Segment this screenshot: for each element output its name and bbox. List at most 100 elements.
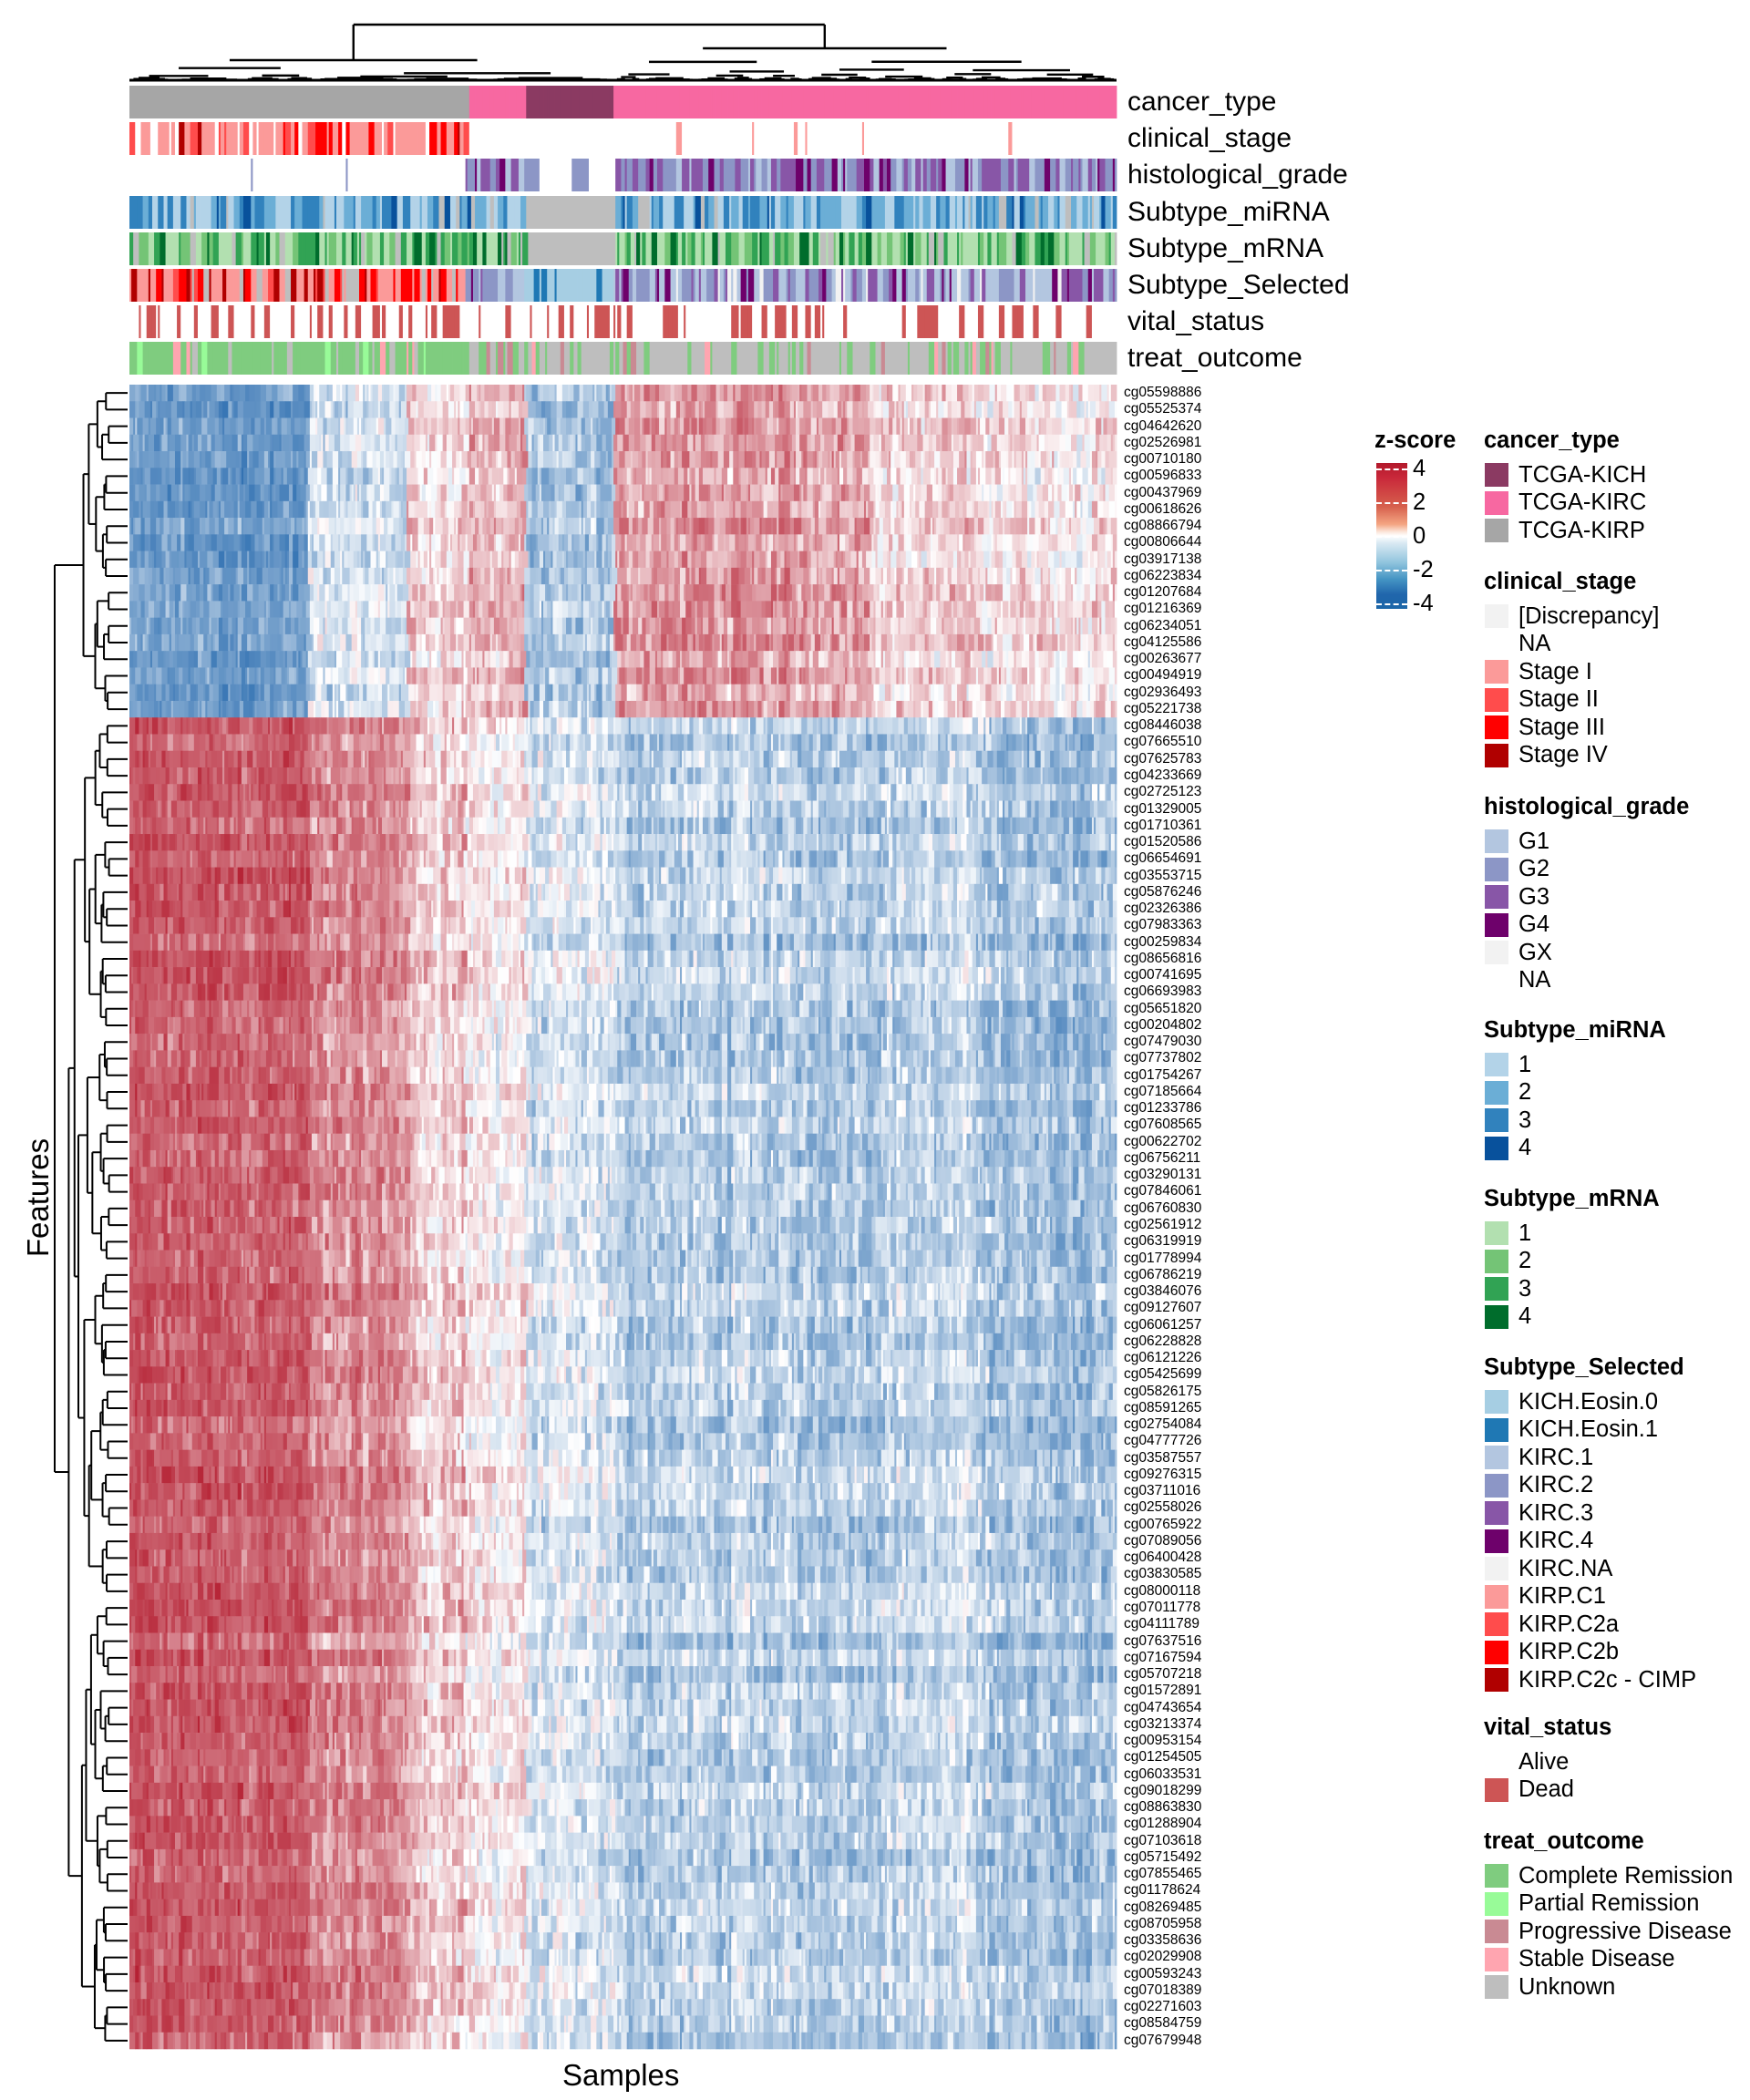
heatmap-cell <box>720 418 726 436</box>
heatmap-cell <box>384 385 390 402</box>
heatmap-cell <box>513 401 520 418</box>
annotation-cell <box>687 196 694 229</box>
heatmap-cell <box>386 451 390 468</box>
heatmap-cell <box>511 435 516 452</box>
annotation-cell <box>767 269 774 302</box>
annotation-cell <box>845 86 849 118</box>
annotation-cell <box>771 305 776 338</box>
heatmap-cell <box>156 534 162 551</box>
annotation-cell <box>464 196 468 229</box>
annotation-cell <box>853 86 860 118</box>
annotation-cell <box>798 159 804 191</box>
annotation-cell <box>596 86 601 118</box>
annotation-cell <box>259 305 265 338</box>
annotation-cell <box>536 232 540 265</box>
annotation-cell <box>1092 159 1096 191</box>
annotation-cell <box>215 232 220 265</box>
heatmap-cell <box>300 418 304 436</box>
annotation-cell <box>790 269 797 302</box>
annotation-cell <box>420 86 427 118</box>
heatmap-cell <box>1111 385 1117 402</box>
heatmap-cell <box>788 534 795 551</box>
heatmap-cell <box>629 485 633 502</box>
heatmap-cell <box>1067 418 1074 436</box>
heatmap-cell <box>133 501 139 519</box>
heatmap-cell <box>249 451 253 468</box>
annotation-cell <box>796 269 800 302</box>
annotation-cell <box>748 122 753 155</box>
heatmap-cell <box>589 401 593 418</box>
heatmap-cell <box>608 534 612 551</box>
annotation-cell <box>1106 86 1112 118</box>
heatmap-cell <box>149 551 153 569</box>
annotation-cell <box>270 196 276 229</box>
annotation-cell <box>416 86 420 118</box>
annotation-cell <box>857 159 863 191</box>
annotation-cell <box>733 342 737 375</box>
heatmap-cell <box>642 518 648 535</box>
heatmap-cell <box>1003 534 1007 551</box>
heatmap-cell <box>335 401 339 418</box>
heatmap-cell <box>543 451 550 468</box>
heatmap-cell <box>137 551 141 569</box>
heatmap-cell <box>750 485 755 502</box>
annotation-cell <box>983 86 988 118</box>
annotation-cell <box>520 342 525 375</box>
heatmap-cell <box>694 534 698 551</box>
heatmap-cell <box>452 534 458 551</box>
heatmap-cell <box>766 451 770 468</box>
annotation-cell <box>186 196 190 229</box>
annotation-cell <box>983 232 988 265</box>
annotation-cell <box>927 269 933 302</box>
heatmap-cell <box>898 401 902 418</box>
annotation-cell <box>1107 305 1114 338</box>
annotation-cell <box>606 159 612 191</box>
annotation-cell <box>201 86 206 118</box>
heatmap-cell <box>808 385 812 402</box>
heatmap-cell <box>587 451 592 468</box>
heatmap-cell <box>507 451 511 468</box>
heatmap-cell <box>564 485 571 502</box>
heatmap-cell <box>559 518 565 535</box>
heatmap-cell <box>407 401 411 418</box>
annotation-cell <box>511 232 518 265</box>
heatmap-cell <box>746 501 753 519</box>
heatmap-cell <box>357 451 362 468</box>
annotation-cell <box>724 196 730 229</box>
annotation-cell <box>445 232 449 265</box>
heatmap-cell <box>880 518 884 535</box>
annotation-cell <box>1073 159 1079 191</box>
annotation-cell <box>655 305 660 338</box>
heatmap-cell <box>259 534 263 551</box>
annotation-cell <box>507 196 513 229</box>
annotation-cell <box>1035 232 1041 265</box>
annotation-cell <box>300 269 304 302</box>
heatmap-cell <box>401 401 407 418</box>
annotation-cell <box>1022 159 1026 191</box>
heatmap-cell <box>243 401 250 418</box>
heatmap-cell <box>426 518 430 535</box>
heatmap-cell <box>915 401 920 418</box>
annotation-cell <box>427 269 432 302</box>
heatmap-cell <box>1076 451 1081 468</box>
heatmap-cell <box>515 534 520 551</box>
heatmap-cell <box>517 468 523 485</box>
heatmap-cell <box>623 501 628 519</box>
heatmap-cell <box>1083 485 1089 502</box>
annotation-cell <box>396 342 400 375</box>
heatmap-cell <box>883 468 888 485</box>
heatmap-cell <box>207 418 213 436</box>
heatmap-cell <box>724 451 730 468</box>
annotation-cell <box>925 342 930 375</box>
annotation-cell <box>303 196 309 229</box>
annotation-cell <box>904 86 911 118</box>
annotation-cell <box>890 159 897 191</box>
annotation-cell <box>650 269 656 302</box>
heatmap-cell <box>437 451 441 468</box>
heatmap-cell <box>325 518 330 535</box>
heatmap-cell <box>1048 435 1055 452</box>
annotation-cell <box>757 305 762 338</box>
annotation-cell <box>505 86 510 118</box>
heatmap-cell <box>149 435 155 452</box>
annotation-cell <box>336 232 343 265</box>
